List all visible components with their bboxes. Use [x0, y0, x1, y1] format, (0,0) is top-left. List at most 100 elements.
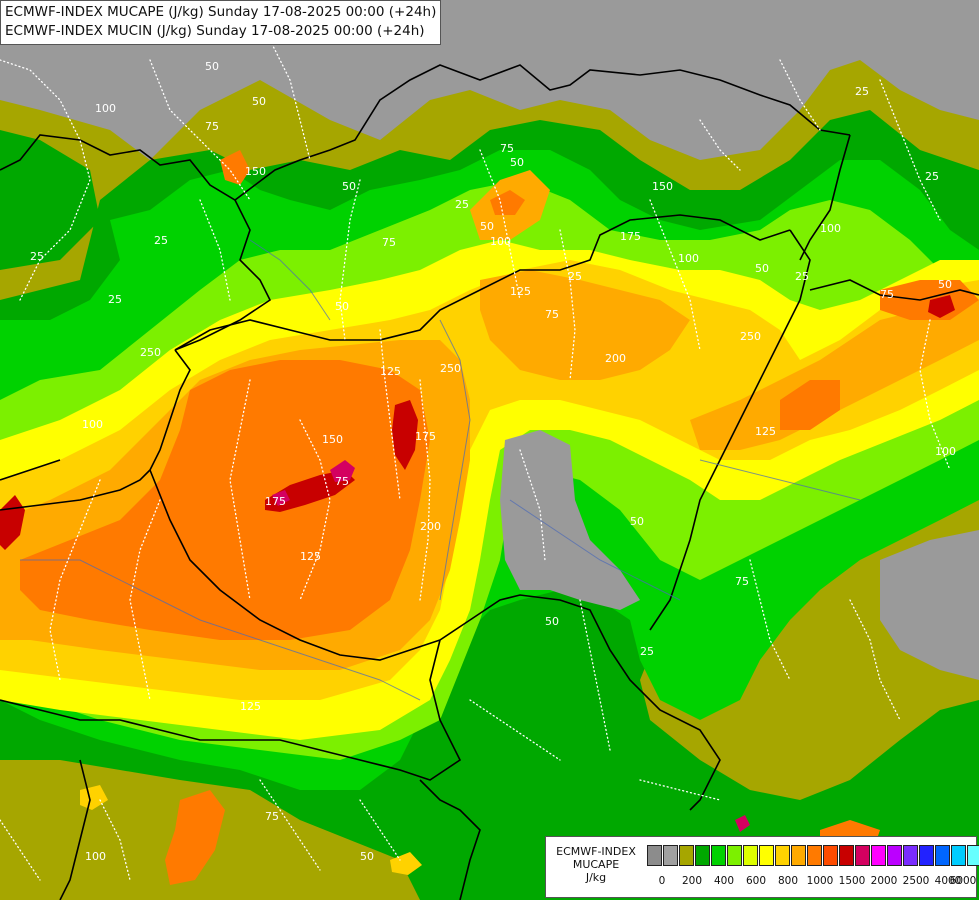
legend-swatch	[855, 845, 870, 866]
legend-tick-label: 0	[658, 875, 666, 887]
title-mucape: ECMWF-INDEX MUCAPE (J/kg) Sunday 17-08-2…	[5, 4, 437, 20]
contour-label: 200	[420, 520, 441, 533]
mucin-contours	[0, 39, 951, 881]
legend-swatches	[647, 845, 979, 866]
cape-darkorange-area	[20, 190, 979, 640]
contour-label: 250	[440, 362, 461, 375]
contour-label: 50	[342, 180, 356, 193]
contour-label: 50	[545, 615, 559, 628]
legend-swatch	[919, 845, 934, 866]
contour-label: 50	[360, 850, 374, 863]
contour-label: 50	[252, 95, 266, 108]
contour-label: 150	[322, 433, 343, 446]
color-legend: ECMWF-INDEX MUCAPE J/kg 0 200 400 600 800 100…	[545, 836, 979, 898]
legend-swatch	[935, 845, 950, 866]
contour-label: 175	[620, 230, 641, 243]
contour-label: 25	[855, 85, 869, 98]
contour-label: 50	[755, 262, 769, 275]
contour-label: 150	[245, 165, 266, 178]
legend-swatch	[791, 845, 806, 866]
legend-swatch	[807, 845, 822, 866]
contour-label: 50	[510, 156, 524, 169]
map-title-box: ECMWF-INDEX MUCAPE (J/kg) Sunday 17-08-2…	[0, 0, 442, 45]
legend-unit: J/kg	[585, 871, 607, 884]
legend-swatch	[839, 845, 854, 866]
contour-label: 100	[95, 102, 116, 115]
contour-label: 25	[925, 170, 939, 183]
contour-label: 100	[935, 445, 956, 458]
legend-tick-label: 800	[777, 875, 799, 887]
legend-tick-label: 1500	[838, 875, 866, 887]
contour-labels: 50 25 50 75 100 150 125 175 250 200 150 …	[30, 60, 956, 863]
contour-label: 75	[205, 120, 219, 133]
contour-label: 75	[335, 475, 349, 488]
contour-label: 100	[82, 418, 103, 431]
legend-swatch	[647, 845, 662, 866]
legend-tick-label: 6000	[949, 875, 977, 887]
legend-swatch	[967, 845, 979, 866]
contour-label: 50	[480, 220, 494, 233]
legend-swatch	[695, 845, 710, 866]
legend-variable: MUCAPE	[572, 858, 620, 871]
legend-tick-label: 2000	[870, 875, 898, 887]
contour-label: 125	[380, 365, 401, 378]
legend-tick-label: 400	[713, 875, 735, 887]
contour-label: 50	[205, 60, 219, 73]
legend-tick-label: 1000	[806, 875, 834, 887]
contour-label: 250	[740, 330, 761, 343]
contour-label: 100	[820, 222, 841, 235]
legend-swatch	[775, 845, 790, 866]
contour-label: 75	[382, 236, 396, 249]
legend-swatch	[663, 845, 678, 866]
legend-swatch	[711, 845, 726, 866]
legend-tick-label: 600	[745, 875, 767, 887]
contour-label: 75	[735, 575, 749, 588]
legend-swatch	[903, 845, 918, 866]
legend-swatch	[823, 845, 838, 866]
legend-ticks: 0 200 400 600 800 1000 1500 2000 2500 4000 6000	[647, 874, 977, 888]
contour-label: 100	[490, 235, 511, 248]
contour-label: 100	[678, 252, 699, 265]
legend-model: ECMWF-INDEX	[556, 845, 636, 858]
contour-label: 50	[335, 300, 349, 313]
legend-tick-label: 200	[681, 875, 703, 887]
cape-gray-inland	[500, 430, 979, 680]
contour-label: 25	[108, 293, 122, 306]
contour-label: 125	[510, 285, 531, 298]
contour-label: 25	[30, 250, 44, 263]
legend-swatch	[951, 845, 966, 866]
contour-label: 75	[880, 288, 894, 301]
contour-label: 150	[652, 180, 673, 193]
contour-label: 250	[140, 346, 161, 359]
legend-swatch	[871, 845, 886, 866]
legend-tick-label: 2500	[902, 875, 930, 887]
legend-swatch	[679, 845, 694, 866]
legend-swatch	[727, 845, 742, 866]
title-mucin: ECMWF-INDEX MUCIN (J/kg) Sunday 17-08-20…	[5, 23, 425, 39]
contour-label: 75	[265, 810, 279, 823]
legend-swatch	[887, 845, 902, 866]
legend-tick-label: 4000	[934, 875, 962, 887]
contour-label: 175	[415, 430, 436, 443]
contour-label: 25	[640, 645, 654, 658]
contour-label: 200	[605, 352, 626, 365]
contour-label: 25	[154, 234, 168, 247]
contour-label: 100	[85, 850, 106, 863]
contour-label: 125	[300, 550, 321, 563]
legend-swatch	[759, 845, 774, 866]
rivers	[20, 239, 861, 701]
contour-label: 50	[630, 515, 644, 528]
contour-label: 50	[938, 278, 952, 291]
contour-label: 75	[545, 308, 559, 321]
contour-label: 125	[755, 425, 776, 438]
contour-label: 75	[500, 142, 514, 155]
contour-label: 25	[568, 270, 582, 283]
country-borders	[0, 64, 979, 900]
contour-label: 25	[795, 270, 809, 283]
contour-label: 125	[240, 700, 261, 713]
contour-label: 25	[455, 198, 469, 211]
contour-label: 175	[265, 495, 286, 508]
legend-swatch	[743, 845, 758, 866]
legend-title: ECMWF-INDEX MUCAPE J/kg	[550, 845, 642, 884]
